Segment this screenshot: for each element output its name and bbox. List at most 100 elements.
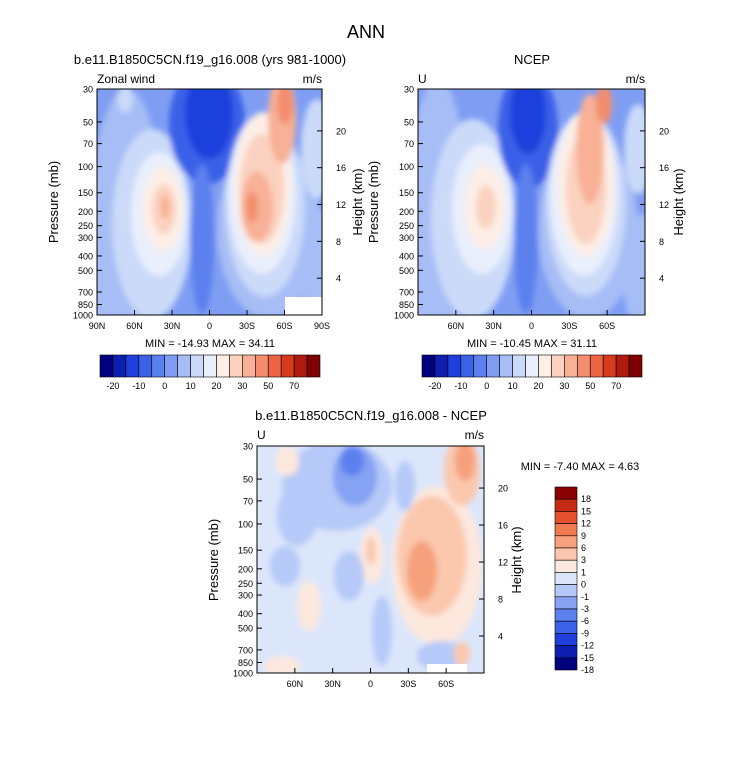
pressure-tick-label: 70: [404, 139, 414, 149]
height-tick-label: 4: [498, 632, 503, 642]
pressure-tick-label: 850: [399, 300, 414, 310]
colorbar-cell: [460, 354, 475, 378]
lat-tick-label: 30N: [485, 321, 502, 331]
colorbar-label: 10: [186, 381, 196, 391]
colorbar-cell: [306, 354, 321, 378]
panel-obs-y2-title: Height (km): [671, 168, 686, 235]
height-tick-label: 16: [498, 521, 508, 531]
page-title: ANN: [347, 22, 385, 42]
colorbar-label: 20: [211, 381, 221, 391]
pressure-tick-label: 700: [238, 645, 253, 655]
colorbar-label: 0: [484, 381, 489, 391]
pressure-tick-label: 700: [78, 288, 93, 298]
lat-tick-label: 0: [207, 321, 212, 331]
height-tick-label: 4: [336, 274, 341, 284]
colorbar-cell: [554, 584, 578, 598]
colorbar-label: -20: [428, 381, 441, 391]
lat-tick-label: 30S: [400, 679, 416, 689]
panel-model: b.e11.B1850C5CN.f19_g16.008 (yrs 981-100…: [46, 52, 365, 391]
panel-model-colorbar: -20 -10 0 10 20 30 50 70: [99, 354, 321, 391]
colorbar-cell: [267, 354, 282, 378]
colorbar-cell: [164, 354, 178, 378]
colorbar-cell: [554, 535, 578, 549]
pressure-tick-label: 1000: [73, 311, 93, 321]
colorbar-label: 30: [237, 381, 247, 391]
colorbar-cell: [554, 547, 578, 561]
colorbar-label: 1: [581, 567, 586, 577]
colorbar-cell: [499, 354, 513, 378]
colorbar-label: 18: [581, 494, 591, 504]
colorbar-cell: [628, 354, 643, 378]
panel-obs-left-label: U: [418, 72, 427, 86]
pressure-tick-label: 850: [238, 658, 253, 668]
pressure-tick-label: 700: [399, 288, 414, 298]
colorbar-cell: [554, 486, 578, 500]
pressure-tick-label: 850: [78, 300, 93, 310]
pressure-tick-label: 400: [399, 251, 414, 261]
pressure-tick-label: 70: [83, 139, 93, 149]
colorbar-label: -3: [581, 604, 589, 614]
height-tick-label: 16: [336, 163, 346, 173]
pressure-tick-label: 400: [238, 609, 253, 619]
pressure-tick-label: 30: [83, 85, 93, 95]
panel-obs-y-title: Pressure (mb): [366, 161, 381, 243]
pressure-tick-label: 300: [238, 591, 253, 601]
panel-obs-units: m/s: [626, 72, 645, 86]
colorbar-cell: [280, 354, 295, 378]
pressure-tick-label: 250: [399, 221, 414, 231]
pressure-tick-label: 250: [238, 579, 253, 589]
panel-diff-plot: [257, 446, 484, 673]
pressure-tick-label: 70: [243, 496, 253, 506]
colorbar-cell: [554, 511, 578, 524]
colorbar-cell: [512, 354, 526, 378]
panel-diff-colorbar: 18 15 12 9 6 3 1 0 -1 -3 -6 -9 -12 -15 -18: [554, 486, 594, 675]
colorbar-label: 0: [162, 381, 167, 391]
pressure-tick-label: 500: [399, 266, 414, 276]
colorbar-cell: [242, 354, 256, 378]
panel-model-y2-title: Height (km): [350, 168, 365, 235]
height-tick-label: 12: [498, 558, 508, 568]
colorbar-label: -9: [581, 628, 589, 638]
panel-diff-left-label: U: [257, 428, 266, 442]
pressure-tick-label: 100: [399, 162, 414, 172]
panel-model-y-title: Pressure (mb): [46, 161, 61, 243]
lat-tick-label: 30N: [164, 321, 181, 331]
height-tick-label: 20: [336, 126, 346, 136]
colorbar-cell: [99, 354, 114, 378]
colorbar-label: -6: [581, 616, 589, 626]
pressure-tick-label: 200: [78, 207, 93, 217]
colorbar-cell: [229, 354, 243, 378]
colorbar-label: 10: [508, 381, 518, 391]
colorbar-cell: [434, 354, 449, 378]
panel-model-plot: [97, 89, 322, 315]
lat-tick-label: 0: [368, 679, 373, 689]
colorbar-label: -10: [454, 381, 467, 391]
panel-obs: NCEP U m/s Pressure (mb) Height (km): [366, 52, 686, 391]
colorbar-cell: [293, 354, 308, 378]
colorbar-cell: [473, 354, 488, 378]
panel-diff-title: b.e11.B1850C5CN.f19_g16.008 - NCEP: [255, 408, 487, 423]
colorbar-label: -10: [132, 381, 145, 391]
colorbar-cell: [554, 657, 578, 671]
colorbar-label: 3: [581, 555, 586, 565]
panel-diff-stats: MIN = -7.40 MAX = 4.63: [521, 461, 640, 473]
pressure-tick-label: 100: [238, 519, 253, 529]
lat-tick-label: 0: [529, 321, 534, 331]
colorbar-cell: [602, 354, 617, 378]
height-tick-label: 20: [498, 484, 508, 494]
pressure-tick-label: 500: [78, 266, 93, 276]
colorbar-cell: [554, 645, 578, 659]
colorbar-label: 30: [559, 381, 569, 391]
panel-diff: b.e11.B1850C5CN.f19_g16.008 - NCEP U m/s…: [206, 408, 639, 689]
colorbar-label: 70: [289, 381, 299, 391]
colorbar-label: 6: [581, 543, 586, 553]
colorbar-label: 12: [581, 519, 591, 529]
lat-tick-label: 60N: [126, 321, 143, 331]
height-tick-label: 4: [659, 274, 664, 284]
height-tick-label: 12: [659, 200, 669, 210]
height-tick-label: 8: [498, 595, 503, 605]
colorbar-cell: [486, 354, 500, 378]
panel-diff-y-title: Pressure (mb): [206, 519, 221, 601]
pressure-tick-label: 300: [399, 233, 414, 243]
